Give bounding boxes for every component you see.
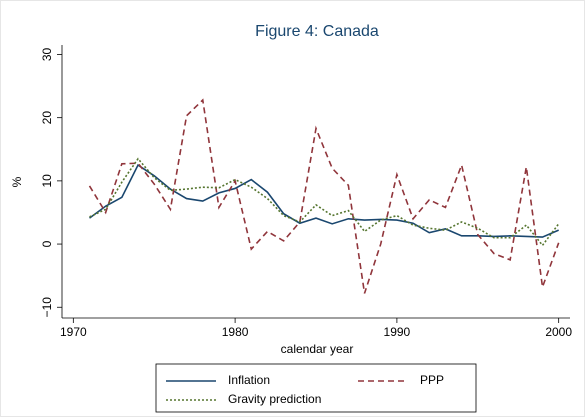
x-tick-label: 1980: [222, 325, 249, 339]
legend-label: Gravity prediction: [228, 392, 321, 406]
x-tick-label: 2000: [545, 325, 572, 339]
y-tick-label: −10: [40, 297, 54, 318]
y-tick-label: 30: [40, 47, 54, 61]
series-line: [89, 157, 560, 247]
y-tick-label: 10: [40, 174, 54, 188]
legend-label: Inflation: [228, 373, 270, 387]
series-line: [88, 98, 560, 294]
legend-label: PPP: [420, 373, 444, 387]
chart-title: Figure 4: Canada: [255, 23, 379, 40]
series-line: [89, 163, 559, 238]
x-tick-label: 1970: [60, 325, 87, 339]
y-tick-label: 20: [40, 111, 54, 125]
legend: [155, 363, 477, 413]
x-axis-label: calendar year: [281, 342, 354, 356]
y-axis-label: %: [10, 176, 24, 187]
x-tick-label: 1990: [384, 325, 411, 339]
y-tick-label: 0: [40, 240, 54, 247]
